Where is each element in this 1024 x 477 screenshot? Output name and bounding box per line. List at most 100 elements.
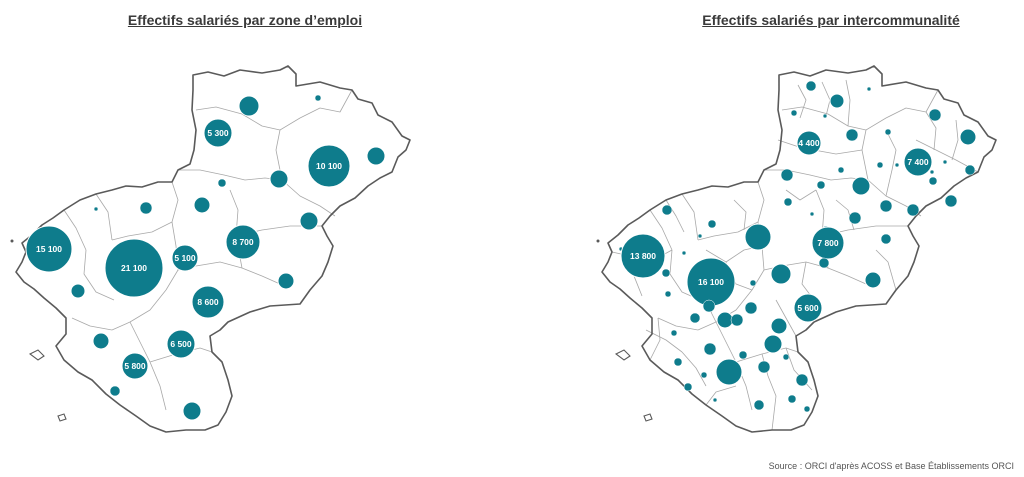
bubble [780, 168, 794, 182]
bubble [191, 285, 225, 319]
area-boundary [111, 289, 167, 331]
bubble [171, 244, 199, 272]
region-outline [15, 65, 411, 433]
bubble [217, 178, 227, 188]
bubble [314, 94, 322, 102]
bubble [689, 312, 701, 324]
area-boundary [764, 169, 869, 181]
bubble-label: 5 100 [174, 253, 196, 263]
region-outline [601, 65, 997, 433]
area-boundary [733, 199, 747, 231]
area-boundary [845, 79, 851, 127]
bubble [715, 358, 743, 386]
area-boundary [875, 249, 897, 291]
bubble [879, 199, 893, 213]
bubble [796, 130, 822, 156]
bubble [793, 293, 823, 323]
bubble [845, 128, 859, 142]
bubble-label: 5 300 [207, 128, 229, 138]
bubble [121, 352, 149, 380]
bubble [203, 118, 233, 148]
bubble [166, 329, 196, 359]
bubble [139, 201, 153, 215]
bubble [93, 206, 99, 212]
source-note: Source : ORCI d'après ACOSS et Base Étab… [768, 461, 1014, 471]
bubble [299, 211, 319, 231]
bubble-label: 10 100 [316, 161, 342, 171]
area-boundary [83, 249, 115, 301]
bubble [964, 164, 976, 176]
bubble [929, 169, 935, 175]
bubble [822, 113, 828, 119]
bubble [664, 290, 672, 298]
bubble [716, 311, 734, 329]
bubble [730, 313, 744, 327]
bubble [906, 203, 920, 217]
area-boundary [279, 89, 353, 131]
area-boundary [178, 169, 283, 181]
area-boundary [797, 84, 807, 119]
island [643, 413, 653, 422]
map-title-intercommunalite: Effectifs salariés par intercommunalité [702, 12, 960, 28]
bubble-label: 16 100 [698, 277, 724, 287]
map-intercommunalite: 4 400 7 400 13 800 16 100 7 800 5 600 [596, 65, 997, 433]
island [28, 349, 45, 361]
map-zone-emploi: 5 300 10 100 15 100 21 100 5 100 8 700 8 600 6 … [10, 65, 411, 433]
bubble [703, 342, 717, 356]
bubble [837, 166, 845, 174]
area-boundary [649, 317, 661, 361]
bubble [757, 360, 771, 374]
bubble-label: 21 100 [121, 263, 147, 273]
bubble [783, 197, 793, 207]
island [57, 413, 67, 422]
bubble [269, 169, 289, 189]
bubble-label: 15 100 [36, 244, 62, 254]
bubble [864, 271, 882, 289]
bubble [712, 397, 718, 403]
bubble-label: 5 600 [797, 303, 819, 313]
bubble [770, 263, 792, 285]
area-boundary [865, 89, 939, 131]
bubble-label: 5 800 [124, 361, 146, 371]
bubble [795, 373, 809, 387]
bubble [683, 382, 693, 392]
area-boundary [785, 189, 817, 201]
bubble [225, 224, 261, 260]
bubble [818, 257, 830, 269]
bubble [104, 238, 164, 298]
bubble [763, 334, 783, 354]
bubble [70, 283, 86, 299]
bubble-label: 8 700 [232, 237, 254, 247]
area-boundary [649, 209, 673, 251]
bubble [182, 401, 202, 421]
bubble [848, 211, 862, 225]
bubble [670, 329, 678, 337]
bubble-label: 8 600 [197, 297, 219, 307]
bubble [770, 317, 788, 335]
area-boundary [71, 317, 113, 331]
bubble [880, 233, 892, 245]
bubble [620, 233, 666, 279]
area-boundary [781, 106, 867, 131]
bubble [744, 301, 758, 315]
area-boundary [63, 209, 87, 251]
bubble [928, 176, 938, 186]
area-boundary [165, 181, 179, 291]
bubble [307, 144, 351, 188]
bubble [876, 161, 884, 169]
bubble [809, 211, 815, 217]
bubble-label: 7 800 [817, 238, 839, 248]
bubble [661, 204, 673, 216]
bubble [903, 147, 933, 177]
bubble [707, 219, 717, 229]
map-title-zone-emploi: Effectifs salariés par zone d’emploi [127, 12, 363, 28]
bubble [805, 80, 817, 92]
area-boundary [95, 193, 113, 241]
bubble [702, 299, 716, 313]
bubble-label: 6 500 [170, 339, 192, 349]
bubble [738, 350, 748, 360]
bubble [92, 332, 110, 350]
bubble-label: 4 400 [798, 138, 820, 148]
area-boundary [885, 129, 897, 197]
